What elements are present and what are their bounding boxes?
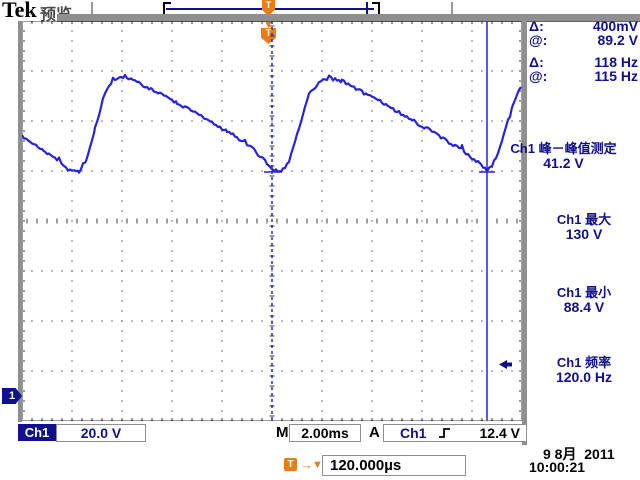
measurement-min: Ch1 最小 88.4 V bbox=[556, 285, 612, 315]
cursor-delta-voltage: Δ: 400mV bbox=[529, 18, 638, 34]
cursor-position-tick bbox=[366, 2, 368, 15]
record-start-tick bbox=[91, 2, 93, 15]
timebase-readout: 2.00ms bbox=[289, 424, 361, 442]
cursor-readout-block: Δ: 400mV @: 89.2 V Δ: 118 Hz @: 115 Hz bbox=[529, 19, 638, 83]
display-right-border bbox=[522, 21, 527, 445]
date-readout: 9 8月 2011 bbox=[543, 446, 615, 462]
cursor-delta-frequency: Δ: 118 Hz bbox=[529, 54, 638, 70]
rising-edge-icon bbox=[439, 428, 451, 438]
arrow-down-icon: ▼ bbox=[312, 459, 323, 471]
arrow-right-icon: → bbox=[300, 457, 313, 472]
channel1-position-marker-icon: 1 bbox=[2, 388, 22, 404]
graticule-waveform-area bbox=[22, 21, 522, 421]
time-readout: 10:00:21 bbox=[529, 459, 586, 475]
trigger-position-arrow-icon: ▼ bbox=[263, 19, 274, 31]
trigger-readout-box: Ch1 12.4 V bbox=[383, 424, 527, 442]
channel1-badge: Ch1 bbox=[18, 424, 56, 441]
trigger-position-flag-icon: T bbox=[262, 0, 275, 16]
display-left-border bbox=[18, 21, 22, 422]
trigger-level-arrow-icon bbox=[499, 360, 512, 369]
trigger-level-readout: 12.4 V bbox=[479, 425, 520, 441]
acquire-label: A bbox=[369, 424, 380, 441]
record-end-tick bbox=[451, 2, 453, 15]
measurement-pk-pk: Ch1 峰－峰值测定 41.2 V bbox=[510, 141, 617, 171]
measurement-freq: Ch1 频率 120.0 Hz bbox=[555, 355, 613, 385]
cursor-at-frequency: @: 115 Hz bbox=[529, 68, 638, 84]
trigger-source: Ch1 bbox=[400, 425, 427, 441]
cursor-at-voltage: @: 89.2 V bbox=[529, 32, 638, 48]
main-timebase-label: M bbox=[276, 424, 289, 441]
measurement-max: Ch1 最大 130 V bbox=[556, 212, 612, 242]
tek-logo: Tek bbox=[2, 0, 37, 22]
trigger-flag-icon: T bbox=[284, 458, 297, 471]
channel1-scale-readout: 20.0 V bbox=[56, 424, 146, 442]
horizontal-delay-readout: 120.000µs bbox=[322, 455, 466, 476]
